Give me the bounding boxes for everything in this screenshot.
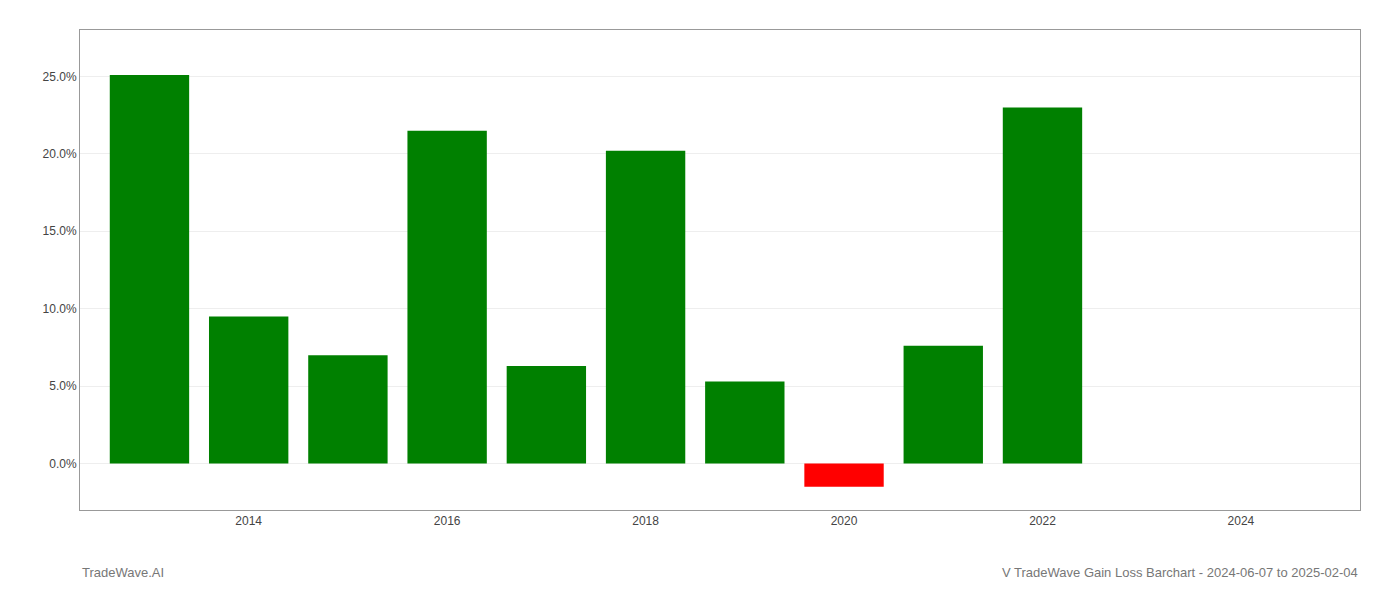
svg-text:TradeWave.AI: TradeWave.AI xyxy=(82,565,164,580)
svg-text:2018: 2018 xyxy=(632,514,659,528)
svg-text:10.0%: 10.0% xyxy=(43,302,77,316)
svg-text:15.0%: 15.0% xyxy=(43,224,77,238)
svg-text:25.0%: 25.0% xyxy=(43,70,77,84)
svg-text:2024: 2024 xyxy=(1228,514,1255,528)
svg-text:2016: 2016 xyxy=(434,514,461,528)
svg-text:V TradeWave Gain Loss Barchart: V TradeWave Gain Loss Barchart - 2024-06… xyxy=(1002,565,1358,580)
svg-text:20.0%: 20.0% xyxy=(43,147,77,161)
svg-text:2020: 2020 xyxy=(831,514,858,528)
svg-text:2022: 2022 xyxy=(1029,514,1056,528)
svg-text:5.0%: 5.0% xyxy=(49,379,77,393)
svg-text:2014: 2014 xyxy=(235,514,262,528)
svg-text:0.0%: 0.0% xyxy=(49,457,77,471)
